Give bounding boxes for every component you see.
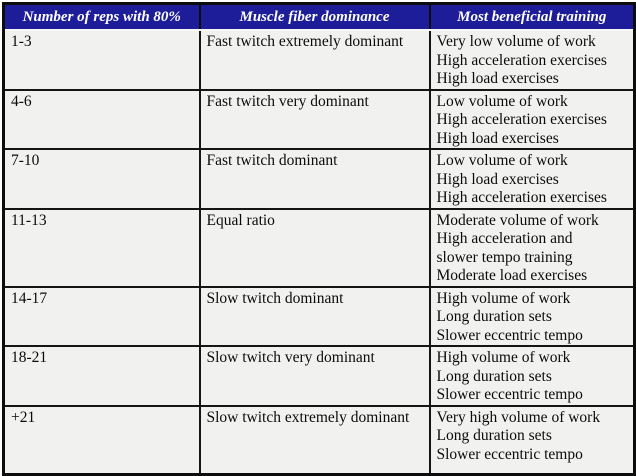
- training-line: High volume of work: [436, 349, 571, 366]
- reps-cell: 1-3: [2, 29, 201, 91]
- training-line: High acceleration exercises: [436, 51, 607, 69]
- training-line: Moderate load exercises: [436, 267, 588, 284]
- training-line: Very high volume of work: [436, 408, 601, 426]
- table-row: +21 Slow twitch extremely dominant Very …: [2, 404, 636, 476]
- training-cell: Low volume of work High acceleration exe…: [428, 88, 636, 150]
- reps-cell: 4-6: [2, 88, 201, 150]
- training-line: High acceleration and: [436, 230, 573, 247]
- training-line: Slower eccentric tempo: [436, 445, 583, 463]
- training-line: High load exercises: [436, 70, 559, 87]
- training-line: Moderate volume of work: [436, 211, 599, 229]
- table-row: 1-3 Fast twitch extremely dominant Very …: [2, 29, 636, 91]
- training-line: High acceleration exercises: [436, 111, 607, 128]
- dominance-cell: Fast twitch dominant: [198, 148, 431, 210]
- table-row: 4-6 Fast twitch very dominant Low volume…: [2, 88, 636, 150]
- table-row: 14-17 Slow twitch dominant High volume o…: [2, 285, 636, 347]
- training-line: Low volume of work: [436, 152, 568, 169]
- training-line: Slower eccentric tempo: [436, 326, 583, 344]
- training-line: Slower eccentric tempo: [436, 386, 583, 403]
- training-line: Very low volume of work: [436, 33, 596, 50]
- dominance-cell: Equal ratio: [198, 207, 431, 288]
- table-row: 18-21 Slow twitch very dominant High vol…: [2, 345, 636, 407]
- training-line: High load exercises: [436, 129, 559, 147]
- reps-cell: 7-10: [2, 148, 201, 210]
- training-cell: High volume of work Long duration sets S…: [428, 345, 636, 407]
- training-line: Low volume of work: [436, 92, 568, 110]
- reps-cell: 14-17: [2, 285, 201, 347]
- table-row: 11-13 Equal ratio Moderate volume of wor…: [2, 207, 636, 288]
- col-header-dominance: Muscle fiber dominance: [198, 3, 431, 31]
- dominance-cell: Slow twitch extremely dominant: [198, 404, 431, 476]
- training-cell: Very low volume of work High acceleratio…: [428, 29, 636, 91]
- training-cell: High volume of work Long duration sets S…: [428, 285, 636, 347]
- training-line: slower tempo training: [436, 248, 573, 266]
- training-line: High load exercises: [436, 170, 559, 188]
- training-cell: Very high volume of work Long duration s…: [428, 404, 636, 476]
- training-line: High acceleration exercises: [436, 189, 607, 206]
- dominance-cell: Slow twitch very dominant: [198, 345, 431, 407]
- reps-cell: +21: [2, 404, 201, 476]
- training-line: High volume of work: [436, 289, 571, 307]
- header-row: Number of reps with 80% Muscle fiber dom…: [2, 3, 636, 31]
- training-cell: Low volume of work High load exercises H…: [428, 148, 636, 210]
- col-header-reps: Number of reps with 80%: [2, 3, 201, 31]
- reps-cell: 18-21: [2, 345, 201, 407]
- training-cell: Moderate volume of work High acceleratio…: [428, 207, 636, 288]
- table-row: 7-10 Fast twitch dominant Low volume of …: [2, 148, 636, 210]
- training-line: Long duration sets: [436, 308, 552, 325]
- dominance-cell: Fast twitch very dominant: [198, 88, 431, 150]
- dominance-cell: Fast twitch extremely dominant: [198, 29, 431, 91]
- training-line: Long duration sets: [436, 367, 552, 385]
- dominance-cell: Slow twitch dominant: [198, 285, 431, 347]
- reps-cell: 11-13: [2, 207, 201, 288]
- col-header-training: Most beneficial training: [428, 3, 636, 31]
- training-line: Long duration sets: [436, 427, 552, 444]
